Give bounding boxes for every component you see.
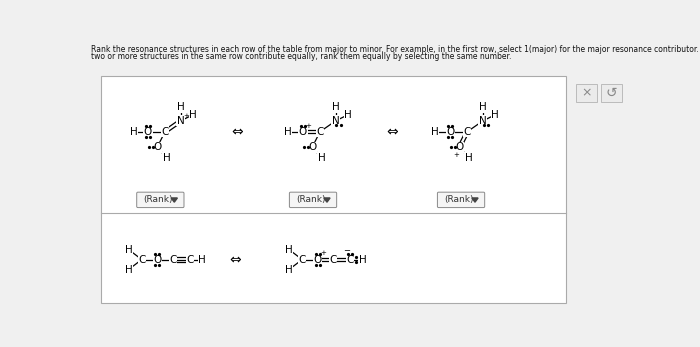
Text: +: +: [320, 251, 326, 256]
Text: (Rank): (Rank): [296, 195, 326, 204]
Text: H: H: [125, 264, 132, 274]
Text: N: N: [176, 116, 184, 126]
Text: C: C: [186, 255, 193, 264]
Text: H: H: [318, 153, 326, 163]
Text: H: H: [284, 127, 291, 137]
Text: C: C: [161, 127, 169, 137]
Text: H: H: [130, 127, 138, 137]
Text: two or more structures in the same row contribute equally, rank them equally by : two or more structures in the same row c…: [92, 52, 512, 61]
Text: +: +: [305, 122, 312, 129]
Text: C: C: [463, 127, 471, 137]
Polygon shape: [324, 198, 330, 202]
Bar: [575, 84, 598, 102]
Text: +: +: [454, 152, 459, 158]
Text: H: H: [162, 153, 170, 163]
Text: C: C: [330, 255, 337, 264]
Text: O: O: [144, 127, 152, 137]
FancyBboxPatch shape: [438, 192, 484, 208]
Text: C: C: [138, 255, 146, 264]
Text: O: O: [299, 127, 307, 137]
Text: ⇔: ⇔: [386, 125, 398, 139]
Text: H: H: [125, 245, 132, 255]
Text: C: C: [169, 255, 176, 264]
Text: ×: ×: [581, 87, 592, 100]
Text: N: N: [479, 116, 486, 126]
Text: C: C: [346, 255, 354, 264]
Text: H: H: [176, 102, 184, 112]
Text: N: N: [332, 116, 340, 126]
Bar: [601, 84, 622, 102]
FancyBboxPatch shape: [136, 192, 184, 208]
Text: ⇔: ⇔: [231, 125, 243, 139]
Polygon shape: [172, 198, 177, 202]
Text: C: C: [298, 255, 306, 264]
Text: Rank the resonance structures in each row of the table from major to minor. For : Rank the resonance structures in each ro…: [92, 45, 700, 54]
Text: ↺: ↺: [606, 86, 617, 100]
Text: ⇔: ⇔: [229, 253, 241, 266]
Text: (Rank): (Rank): [444, 195, 473, 204]
Text: H: H: [491, 110, 499, 120]
FancyBboxPatch shape: [289, 192, 337, 208]
Text: O: O: [153, 142, 162, 152]
Text: O: O: [456, 142, 463, 152]
Text: H: H: [465, 153, 472, 163]
Text: H: H: [430, 127, 439, 137]
Text: (Rank): (Rank): [144, 195, 173, 204]
Text: H: H: [285, 264, 293, 274]
Text: H: H: [285, 245, 293, 255]
Text: H: H: [358, 255, 367, 264]
Text: O: O: [446, 127, 454, 137]
Text: H: H: [198, 255, 206, 264]
Text: H: H: [189, 110, 197, 120]
Text: O: O: [314, 255, 322, 264]
Text: −: −: [343, 247, 350, 256]
Text: H: H: [344, 110, 352, 120]
Bar: [101, 76, 566, 303]
Text: O: O: [308, 142, 316, 152]
Text: H: H: [479, 102, 486, 112]
Text: O: O: [153, 255, 162, 264]
Text: H: H: [332, 102, 340, 112]
Text: C: C: [316, 127, 323, 137]
Polygon shape: [472, 198, 478, 202]
Text: +: +: [183, 113, 189, 119]
